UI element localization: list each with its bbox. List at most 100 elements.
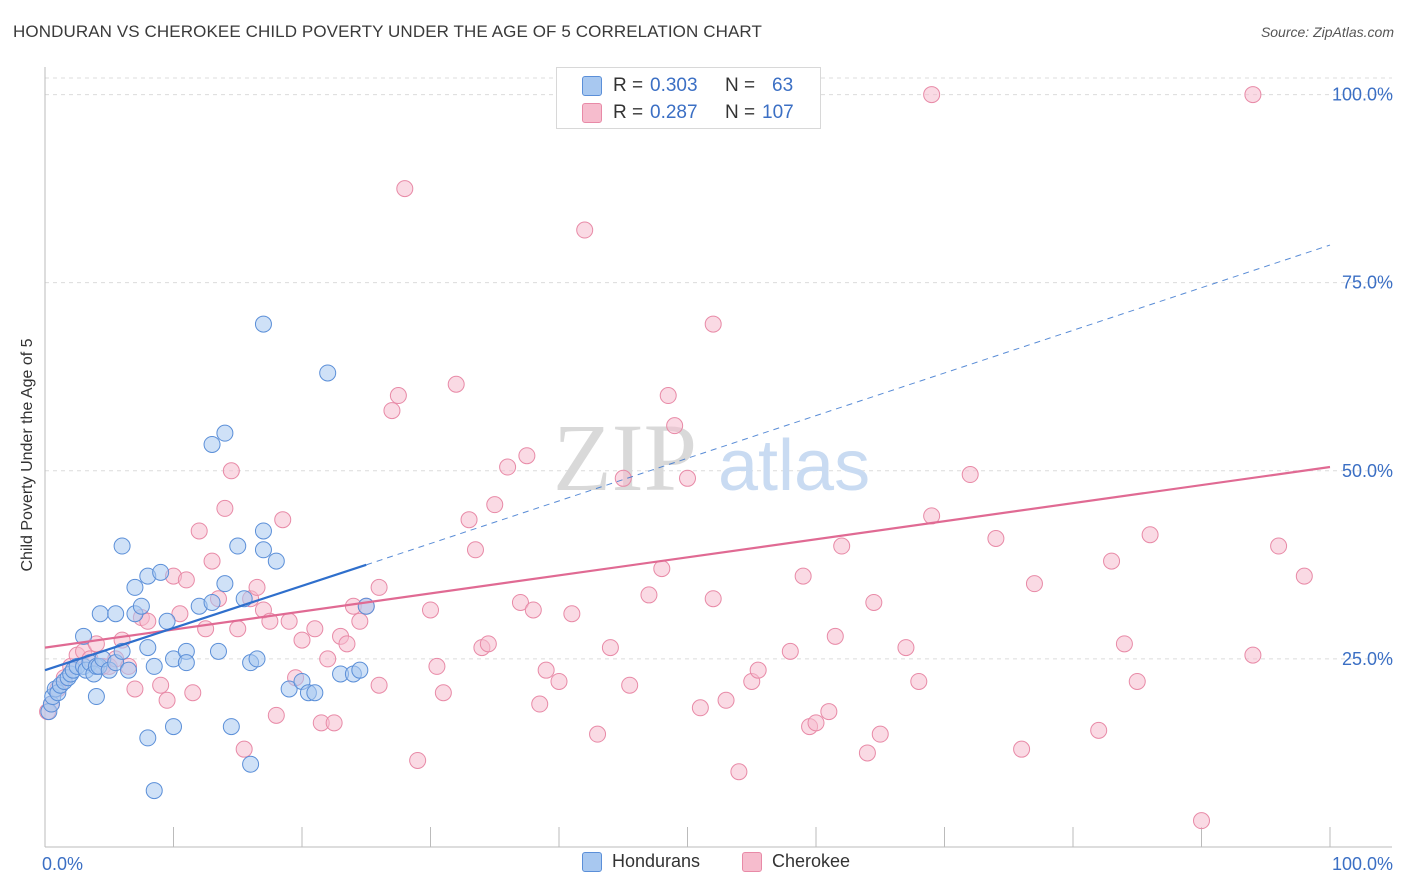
cherokee-point: [190, 522, 208, 540]
cherokee-point: [293, 631, 311, 649]
r-label: R =: [613, 102, 644, 123]
source-credit: Source: ZipAtlas.com: [1260, 24, 1394, 40]
cherokee-point: [139, 612, 157, 630]
cherokee-point: [389, 387, 407, 405]
cherokee-point: [486, 496, 504, 514]
hondurans-point: [75, 627, 93, 645]
cherokee-legend-swatch: [742, 851, 762, 872]
x-tick-label: 0.0%: [42, 854, 83, 874]
hondurans-point: [248, 650, 266, 668]
cherokee-point: [794, 567, 812, 585]
cherokee-point: [428, 657, 446, 675]
cherokee-point: [659, 387, 677, 405]
hondurans-point: [280, 680, 298, 698]
cherokee-point: [203, 552, 221, 570]
cherokee-point: [351, 612, 369, 630]
cherokee-point: [511, 593, 529, 611]
cherokee-point: [184, 684, 202, 702]
hondurans-point: [229, 537, 247, 555]
trend-lines: [44, 244, 1331, 672]
watermark-atlas: atlas: [718, 426, 870, 506]
hondurans-point: [177, 654, 195, 672]
cherokee-point: [826, 627, 844, 645]
cherokee-point: [447, 375, 465, 393]
cherokee-point: [749, 661, 767, 679]
hondurans-point: [306, 684, 324, 702]
cherokee-point: [781, 642, 799, 660]
cherokee-point: [1244, 86, 1262, 104]
cherokee-points: [39, 86, 1313, 830]
legend: Hondurans Cherokee: [0, 851, 1406, 879]
hondurans-point: [91, 605, 109, 623]
hondurans-point: [139, 639, 157, 657]
cherokee-trend-line: [44, 465, 1331, 649]
cherokee-point: [640, 586, 658, 604]
y-tick-label: 25.0%: [1342, 649, 1393, 669]
cherokee-point: [621, 676, 639, 694]
cherokee-point: [871, 725, 889, 743]
cherokee-point: [1090, 721, 1108, 739]
hondurans-point: [203, 593, 221, 611]
cherokee-point: [858, 744, 876, 762]
hondurans-point: [107, 605, 125, 623]
cherokee-point: [704, 590, 722, 608]
cherokee-point: [126, 680, 144, 698]
cherokee-n-value: 107: [762, 102, 794, 123]
cherokee-point: [730, 763, 748, 781]
cherokee-point: [383, 402, 401, 420]
cherokee-point: [666, 417, 684, 435]
cherokee-point: [833, 537, 851, 555]
legend-label-cherokee: Cherokee: [772, 851, 851, 871]
hondurans-points: [40, 315, 375, 800]
hondurans-point: [132, 597, 150, 615]
legend-item-hondurans[interactable]: Hondurans: [582, 851, 700, 872]
hondurans-point: [351, 661, 369, 679]
r-label: R =: [613, 75, 644, 96]
cherokee-point: [171, 605, 189, 623]
cherokee-point: [177, 571, 195, 589]
hondurans-n-value: 63: [772, 75, 794, 96]
cherokee-point: [229, 620, 247, 638]
cherokee-r-value: 0.287: [650, 102, 698, 123]
cherokee-point: [961, 466, 979, 484]
cherokee-point: [409, 751, 427, 769]
tick-labels: 25.0% 50.0% 75.0% 100.0% 0.0% 100.0%: [42, 85, 1393, 874]
cherokee-point: [589, 725, 607, 743]
cherokee-point: [518, 447, 536, 465]
cherokee-swatch: [582, 103, 602, 123]
cherokee-point: [614, 469, 632, 487]
cherokee-point: [1013, 740, 1031, 758]
hondurans-point: [158, 612, 176, 630]
cherokee-point: [222, 462, 240, 480]
hondurans-legend-swatch: [582, 851, 602, 872]
n-label: N =: [725, 102, 756, 123]
y-tick-label: 75.0%: [1342, 273, 1393, 293]
cherokee-point: [338, 635, 356, 653]
cherokee-point: [1295, 567, 1313, 585]
cherokee-point: [396, 180, 414, 198]
cherokee-point: [306, 620, 324, 638]
cherokee-point: [820, 703, 838, 721]
cherokee-point: [274, 511, 292, 529]
hondurans-point: [165, 718, 182, 736]
cherokee-point: [923, 86, 941, 104]
hondurans-point: [145, 657, 163, 675]
hondurans-point: [222, 718, 240, 736]
cherokee-point: [653, 560, 671, 578]
hondurans-point: [113, 642, 131, 660]
hondurans-point: [254, 522, 272, 540]
stats-box: R = 0.303 N = 63 R = 0.287 N = 107: [556, 67, 821, 129]
cherokee-point: [267, 706, 285, 724]
cherokee-point: [550, 672, 568, 690]
cherokee-point: [531, 695, 549, 713]
cherokee-point: [897, 639, 915, 657]
cherokee-point: [1025, 575, 1043, 593]
cherokee-point: [370, 578, 388, 596]
cherokee-point: [1103, 552, 1121, 570]
cherokee-point: [434, 684, 452, 702]
hondurans-point: [87, 688, 105, 706]
hondurans-r-value: 0.303: [650, 75, 698, 96]
cherokee-point: [325, 714, 343, 732]
hondurans-point: [267, 552, 285, 570]
legend-item-cherokee[interactable]: Cherokee: [742, 851, 850, 872]
